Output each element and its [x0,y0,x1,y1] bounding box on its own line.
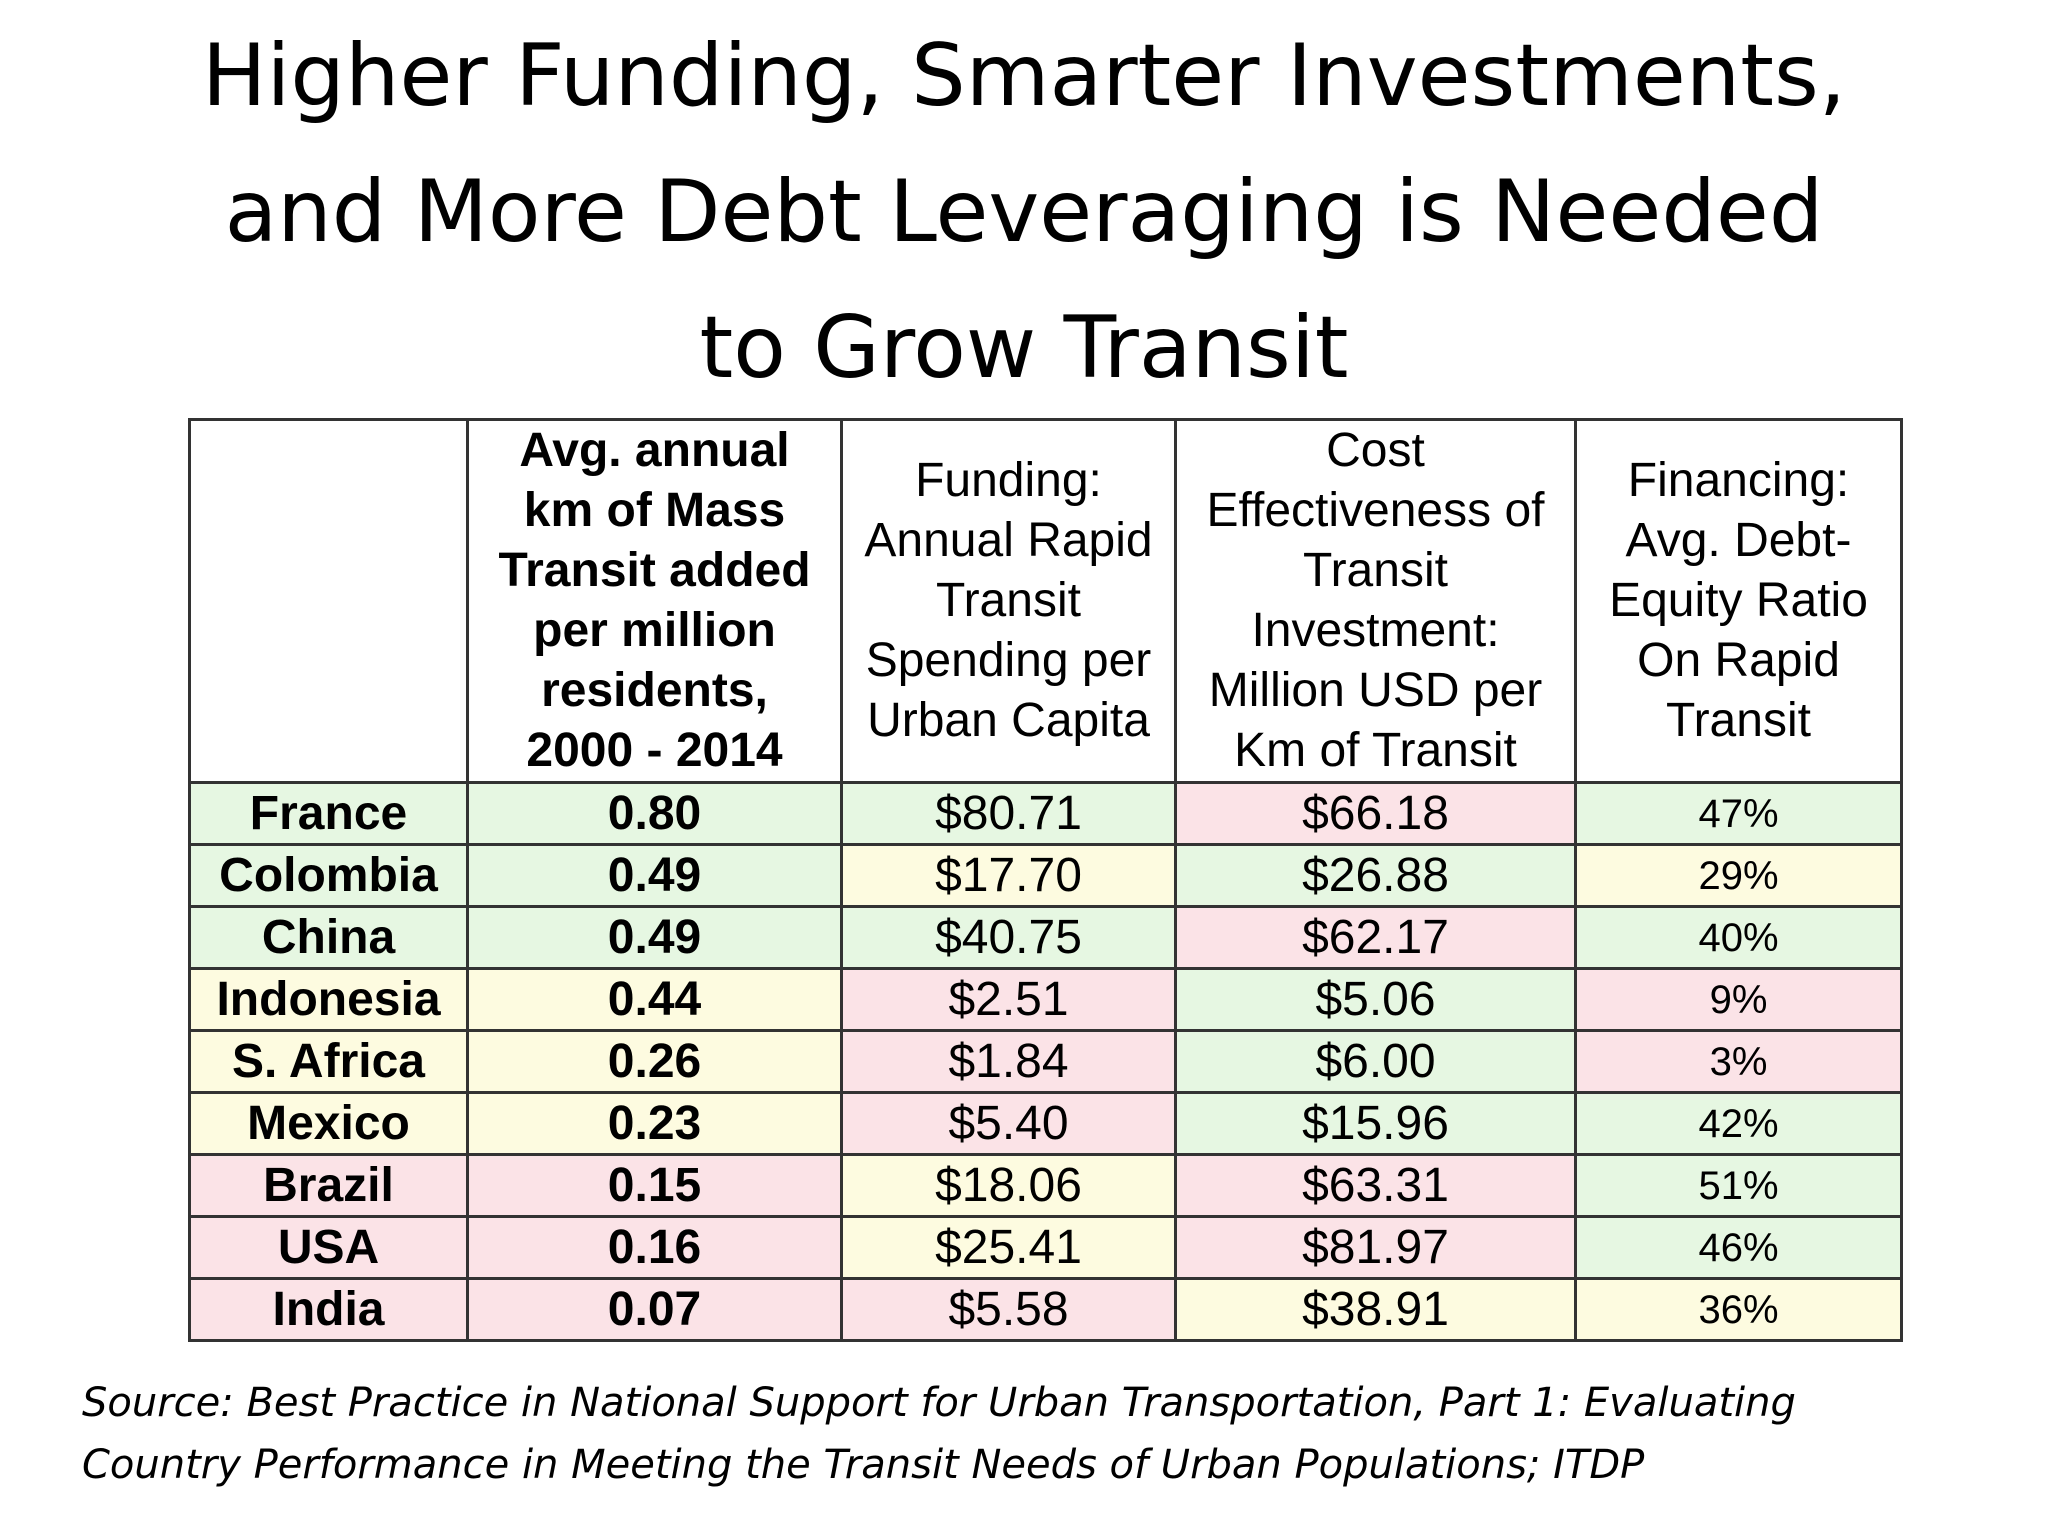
table-row: India 0.07 $5.58 $38.91 36% [188,1277,1903,1342]
table-body: France 0.80 $80.71 $66.18 47% Colombia 0.49 $17… [188,781,1903,1342]
debt-equity-cell: 40% [1574,905,1903,970]
km-added-cell: 0.26 [466,1029,843,1094]
header-line: Annual Rapid [864,514,1153,567]
km-added-cell: 0.07 [466,1277,843,1342]
debt-equity-cell: 3% [1574,1029,1903,1094]
km-added-cell: 0.23 [466,1091,843,1156]
debt-equity-cell: 36% [1574,1277,1903,1342]
debt-equity-cell: 46% [1574,1215,1903,1280]
country-cell: Mexico [188,1091,469,1156]
country-cell: Colombia [188,843,469,908]
funding-cell: $18.06 [840,1153,1177,1218]
km-added-cell: 0.16 [466,1215,843,1280]
cost-cell: $5.06 [1174,967,1577,1032]
km-added-cell: 0.49 [466,905,843,970]
header-line: 2000 - 2014 [526,724,783,777]
country-cell: China [188,905,469,970]
header-line: Spending per [865,634,1152,687]
table-row: S. Africa 0.26 $1.84 $6.00 3% [188,1029,1903,1094]
km-added-cell: 0.49 [466,843,843,908]
table-row: Brazil 0.15 $18.06 $63.31 51% [188,1153,1903,1218]
header-line: Funding: [915,454,1102,507]
header-line: Avg. annual [519,424,790,477]
country-cell: Indonesia [188,967,469,1032]
debt-equity-cell: 47% [1574,781,1903,846]
header-funding: Funding: Annual Rapid Transit Spending per U… [840,418,1177,784]
km-added-cell: 0.44 [466,967,843,1032]
header-line: Urban Capita [867,694,1150,747]
header-line: Million USD per [1208,664,1543,717]
debt-equity-cell: 42% [1574,1091,1903,1156]
cost-cell: $66.18 [1174,781,1577,846]
table-row: Mexico 0.23 $5.40 $15.96 42% [188,1091,1903,1156]
funding-cell: $5.58 [840,1277,1177,1342]
country-cell: India [188,1277,469,1342]
header-line: On Rapid [1637,634,1840,687]
table-row: Indonesia 0.44 $2.51 $5.06 9% [188,967,1903,1032]
country-cell: Brazil [188,1153,469,1218]
header-line: Transit [1303,544,1448,597]
header-financing: Financing: Avg. Debt- Equity Ratio On Rapid… [1574,418,1903,784]
page-title: Higher Funding, Smarter Investments, and… [0,8,2048,416]
funding-cell: $80.71 [840,781,1177,846]
cost-cell: $62.17 [1174,905,1577,970]
funding-cell: $1.84 [840,1029,1177,1094]
cost-cell: $81.97 [1174,1215,1577,1280]
funding-cell: $5.40 [840,1091,1177,1156]
title-line: Higher Funding, Smarter Investments, [201,26,1847,126]
header-line: Transit added [498,544,811,597]
table-row: Colombia 0.49 $17.70 $26.88 29% [188,843,1903,908]
header-km-added: Avg. annual km of Mass Transit added per mi… [466,418,843,784]
cost-cell: $6.00 [1174,1029,1577,1094]
header-line: per million [533,604,776,657]
table-row: France 0.80 $80.71 $66.18 47% [188,781,1903,846]
source-citation: Source: Best Practice in National Suppor… [82,1372,1982,1496]
header-line: Effectiveness of [1206,484,1545,537]
country-cell: S. Africa [188,1029,469,1094]
title-line: and More Debt Leveraging is Needed [224,162,1824,262]
table-row: China 0.49 $40.75 $62.17 40% [188,905,1903,970]
funding-cell: $25.41 [840,1215,1177,1280]
table-row: USA 0.16 $25.41 $81.97 46% [188,1215,1903,1280]
title-line: to Grow Transit [699,298,1349,398]
header-line: residents, [541,664,768,717]
funding-cell: $2.51 [840,967,1177,1032]
debt-equity-cell: 51% [1574,1153,1903,1218]
header-line: Investment: [1251,604,1500,657]
header-line: Transit [936,574,1081,627]
km-added-cell: 0.15 [466,1153,843,1218]
cost-cell: $63.31 [1174,1153,1577,1218]
source-line: Country Performance in Meeting the Trans… [82,1442,1645,1488]
cost-cell: $38.91 [1174,1277,1577,1342]
header-line: Financing: [1627,454,1850,507]
country-cell: France [188,781,469,846]
funding-cell: $17.70 [840,843,1177,908]
header-country [188,418,469,784]
country-cell: USA [188,1215,469,1280]
cost-cell: $15.96 [1174,1091,1577,1156]
debt-equity-cell: 9% [1574,967,1903,1032]
funding-cell: $40.75 [840,905,1177,970]
table-header-row: Avg. annual km of Mass Transit added per mi… [188,418,1903,784]
header-line: Transit [1666,694,1811,747]
header-line: Avg. Debt- [1625,514,1852,567]
header-line: Cost [1326,424,1425,477]
cost-cell: $26.88 [1174,843,1577,908]
transit-comparison-table: Avg. annual km of Mass Transit added per mi… [188,418,1903,1342]
header-line: Km of Transit [1234,724,1517,777]
km-added-cell: 0.80 [466,781,843,846]
header-line: Equity Ratio [1609,574,1868,627]
header-line: km of Mass [523,484,786,537]
debt-equity-cell: 29% [1574,843,1903,908]
header-cost-effectiveness: Cost Effectiveness of Transit Investment: Mi… [1174,418,1577,784]
source-line: Source: Best Practice in National Suppor… [82,1380,1796,1426]
